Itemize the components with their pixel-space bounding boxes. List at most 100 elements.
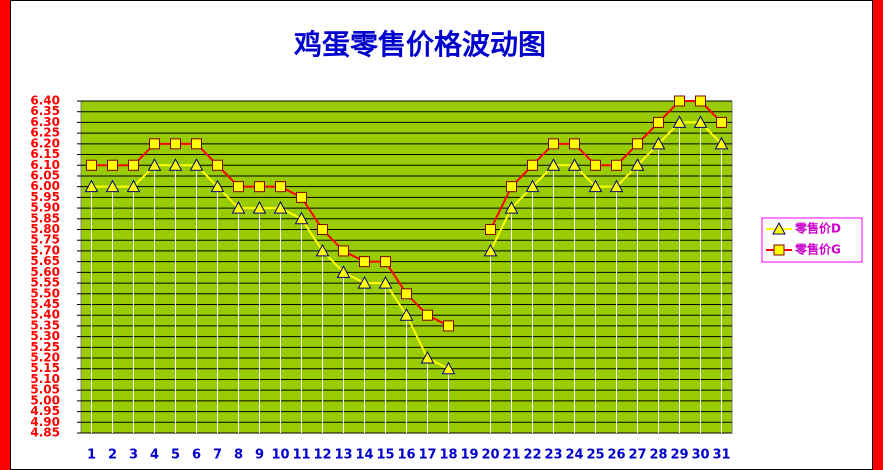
y-tick-label: 6.10 [30, 158, 60, 172]
y-tick-label: 5.35 [30, 318, 60, 332]
legend-marker [772, 221, 786, 235]
marker [105, 179, 120, 193]
x-tick-label: 9 [255, 448, 264, 463]
y-tick-label: 6.15 [30, 147, 60, 161]
marker [693, 115, 708, 128]
y-tick-label: 6.40 [30, 94, 60, 108]
marker [128, 159, 139, 171]
marker [609, 179, 624, 193]
marker [126, 179, 141, 193]
marker [672, 115, 687, 128]
marker [483, 243, 498, 257]
x-tick-label: 27 [628, 448, 646, 463]
marker [147, 158, 162, 171]
x-tick-label: 13 [334, 448, 352, 463]
x-tick-label: 4 [150, 448, 159, 463]
chart-title: 鸡蛋零售价格波动图 [293, 28, 546, 61]
y-tick-label: 5.10 [30, 372, 60, 386]
marker [588, 179, 603, 193]
y-tick-label: 5.05 [30, 383, 60, 397]
marker [567, 158, 582, 171]
marker [674, 95, 685, 107]
y-tick-label: 5.20 [30, 351, 60, 365]
x-tick-label: 17 [418, 448, 436, 463]
legend-label: 零售价G [794, 242, 841, 257]
x-tick-label: 5 [171, 448, 180, 463]
marker [212, 159, 223, 171]
y-tick-label: 4.90 [30, 415, 60, 429]
marker [590, 159, 601, 171]
x-tick-label: 16 [397, 448, 415, 463]
x-tick-label: 23 [544, 448, 562, 463]
marker [231, 201, 246, 214]
y-tick-label: 5.60 [30, 265, 60, 279]
marker [84, 179, 99, 193]
y-tick-label: 4.85 [30, 426, 60, 440]
marker [653, 116, 664, 128]
marker [548, 138, 559, 150]
y-tick-label: 5.80 [30, 222, 60, 236]
y-tick-label: 5.50 [30, 286, 60, 300]
y-tick-label: 5.75 [30, 233, 60, 247]
marker [336, 265, 351, 278]
y-tick-label: 5.40 [30, 308, 60, 322]
marker [441, 361, 456, 375]
y-tick-label: 6.20 [30, 136, 60, 150]
marker [527, 159, 538, 171]
marker [485, 224, 496, 236]
y-tick-label: 5.95 [30, 190, 60, 204]
marker [378, 276, 393, 289]
marker [420, 350, 435, 364]
y-tick-label: 5.65 [30, 254, 60, 268]
marker [317, 224, 328, 236]
marker [191, 138, 202, 150]
x-tick-label: 18 [439, 448, 457, 463]
x-tick-label: 12 [313, 448, 331, 463]
y-tick-label: 5.25 [30, 340, 60, 354]
x-tick-label: 29 [670, 448, 688, 463]
marker [422, 309, 433, 321]
x-tick-label: 31 [712, 448, 730, 463]
marker [233, 181, 244, 193]
x-tick-label: 20 [481, 448, 499, 463]
marker [443, 320, 454, 332]
x-tick-label: 14 [355, 448, 373, 463]
marker [275, 181, 286, 193]
y-tick-label: 5.70 [30, 243, 60, 257]
marker [294, 211, 309, 225]
marker [506, 181, 517, 193]
marker [296, 191, 307, 203]
y-tick-label: 6.30 [30, 115, 60, 129]
marker [380, 256, 391, 268]
y-tick-label: 5.30 [30, 329, 60, 343]
legend-label: 零售价D [794, 221, 841, 236]
marker [401, 288, 412, 300]
marker [695, 95, 706, 107]
x-tick-label: 10 [271, 448, 289, 463]
marker [359, 256, 370, 268]
y-tick-label: 6.00 [30, 179, 60, 193]
x-tick-label: 15 [376, 448, 394, 463]
marker [630, 158, 645, 171]
y-tick-label: 5.15 [30, 361, 60, 375]
y-tick-label: 5.55 [30, 276, 60, 290]
x-tick-label: 7 [213, 448, 222, 463]
marker [315, 243, 330, 257]
marker [546, 158, 561, 171]
x-tick-label: 26 [607, 448, 625, 463]
marker [273, 201, 288, 214]
marker [525, 179, 540, 193]
y-tick-label: 4.95 [30, 404, 60, 418]
x-tick-label: 19 [460, 448, 478, 463]
marker [338, 245, 349, 257]
x-tick-label: 6 [192, 448, 201, 463]
marker [210, 179, 225, 193]
legend-marker [773, 244, 785, 256]
x-tick-label: 25 [586, 448, 604, 463]
x-tick-label: 11 [292, 448, 310, 463]
y-tick-label: 6.35 [30, 104, 60, 118]
left-strip [0, 0, 10, 470]
marker [632, 138, 643, 150]
marker [149, 138, 160, 150]
marker [569, 138, 580, 150]
